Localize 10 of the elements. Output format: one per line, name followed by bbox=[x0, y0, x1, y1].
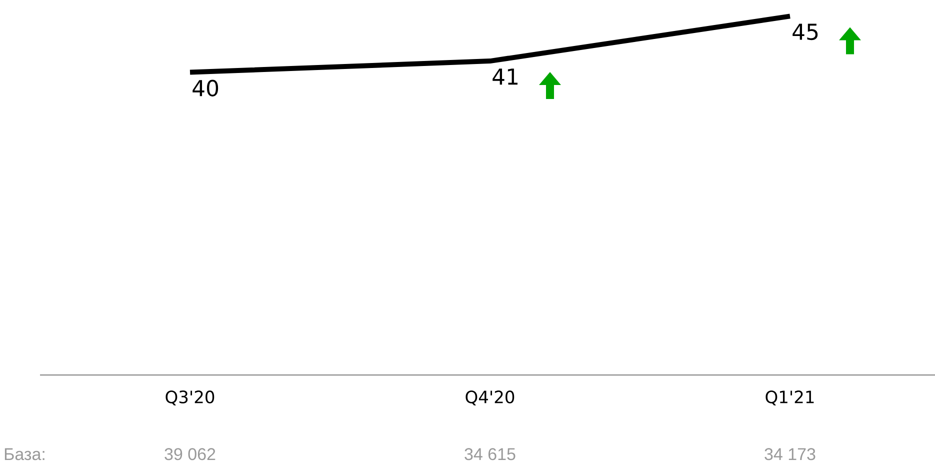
x-tick-label: Q4'20 bbox=[466, 390, 514, 406]
x-tick-label: Q1'21 bbox=[766, 390, 814, 406]
data-label: 41 bbox=[492, 68, 518, 85]
data-label: 40 bbox=[192, 80, 218, 96]
text: 34 173 bbox=[764, 448, 816, 460]
text: 39 062 bbox=[164, 448, 216, 460]
x-tick-label: Q3'20 bbox=[166, 390, 214, 406]
text: 34 615 bbox=[464, 448, 516, 460]
text: База: bbox=[4, 448, 44, 460]
data-label: 45 bbox=[792, 24, 818, 40]
